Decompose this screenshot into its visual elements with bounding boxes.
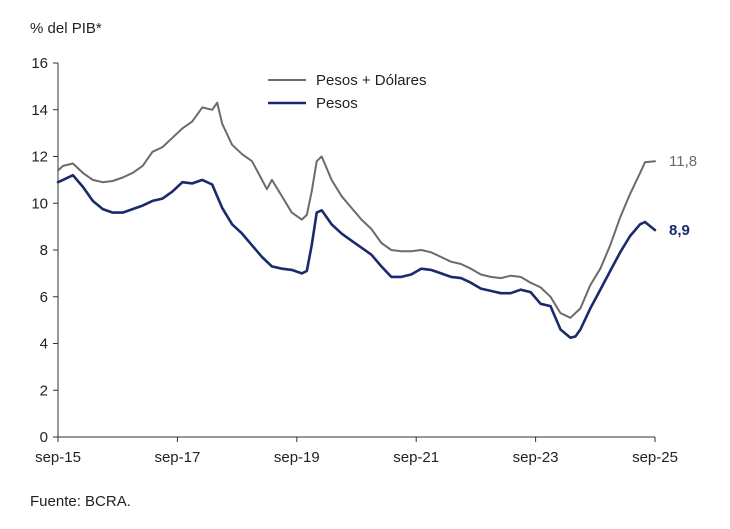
- y-tick-label: 8: [40, 242, 48, 259]
- x-tick-label: sep-23: [513, 449, 559, 466]
- y-tick-label: 14: [31, 102, 48, 119]
- y-tick-label: 4: [40, 336, 48, 353]
- x-tick-label: sep-19: [274, 449, 320, 466]
- series-line-pesos-dolares: [57, 101, 656, 319]
- end-value-label: 11,8: [669, 153, 697, 170]
- x-tick-label: sep-15: [35, 449, 81, 466]
- y-tick-label: 10: [31, 195, 48, 212]
- end-labels: 11,8 8,9: [669, 153, 697, 239]
- unit-label: % del PIB*: [30, 20, 102, 37]
- legend-label: Pesos: [316, 95, 358, 112]
- end-value-label: 8,9: [669, 222, 690, 239]
- y-tick-label: 2: [40, 382, 48, 399]
- source-note: Fuente: BCRA.: [30, 493, 131, 510]
- y-tick-label: 0: [40, 429, 48, 446]
- series-layer: [56, 101, 657, 339]
- y-tick-label: 6: [40, 289, 48, 306]
- x-tick-label: sep-21: [393, 449, 439, 466]
- x-tick-label: sep-25: [632, 449, 678, 466]
- legend: Pesos + Dólares Pesos: [268, 72, 426, 112]
- line-chart: 0 2 4 6 8 10 12 14 16 sep-15 sep-17 sep-19 sep-21 sep…: [31, 55, 697, 466]
- legend-label: Pesos + Dólares: [316, 72, 426, 89]
- x-tick-label: sep-17: [154, 449, 200, 466]
- axes: 0 2 4 6 8 10 12 14 16 sep-15 sep-17 sep-19 sep-21 sep…: [31, 55, 678, 466]
- y-tick-label: 12: [31, 149, 48, 166]
- series-line-pesos: [56, 173, 657, 339]
- y-tick-label: 16: [31, 55, 48, 72]
